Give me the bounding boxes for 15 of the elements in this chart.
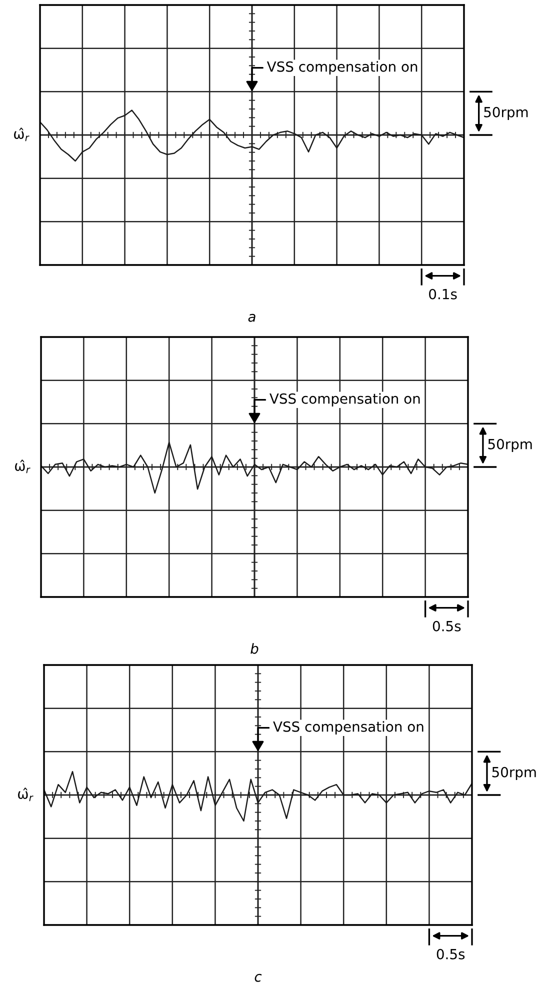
y-axis-title: ω̂$_{r}$ xyxy=(18,788,34,802)
text: 0.1s xyxy=(429,288,457,300)
text: 50rpm xyxy=(492,766,536,780)
text: 0.5s xyxy=(432,620,461,632)
text: VSS compensation on xyxy=(273,721,424,735)
text: c xyxy=(254,974,262,982)
text: VSS compensation on xyxy=(270,393,420,407)
text: b xyxy=(250,643,258,654)
y-axis-title: ω̂$_{r}$ xyxy=(15,460,30,474)
text: a xyxy=(248,314,256,322)
text: 50rpm xyxy=(488,438,532,452)
text: 0.5s xyxy=(436,948,465,960)
y-axis-title: ω̂$_{r}$ xyxy=(14,128,30,142)
text: 50rpm xyxy=(484,106,528,120)
text: VSS compensation on xyxy=(266,61,418,75)
